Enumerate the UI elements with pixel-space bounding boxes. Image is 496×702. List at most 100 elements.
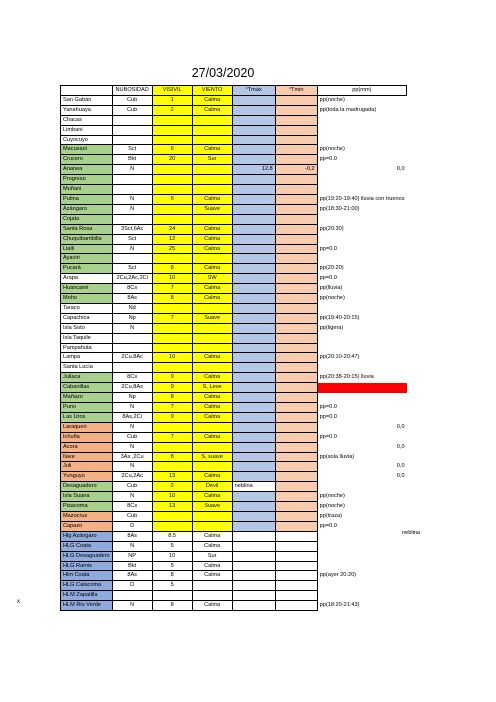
table-row: Juliaca 8Cs 9 Calma pp(20:38-20:15) lluvia <box>60 372 407 384</box>
cell-tmax <box>231 193 276 205</box>
column-header: °Tmin <box>274 85 318 96</box>
cell-station: Pucará <box>60 263 113 275</box>
cell-station: HLG Coata <box>60 540 113 552</box>
cell-wind <box>191 461 233 473</box>
cell-wind <box>191 342 233 354</box>
cell-pp: pp(19:40-20:15) <box>319 314 360 321</box>
cell-station: Capazo <box>60 520 113 532</box>
cell-tmax <box>231 332 276 344</box>
cell-pp <box>317 531 406 541</box>
cell-vis <box>151 134 193 146</box>
cell-pp: pp(traza) <box>319 512 343 519</box>
cell-vis: 5 <box>151 580 193 592</box>
cell-tmin <box>274 233 318 245</box>
cell-wind: Calma <box>191 243 233 255</box>
cell-vis: 8 <box>151 293 193 304</box>
table-row: HLG Ramis Bkt 5 Calma <box>60 560 407 572</box>
cell-wind: Calma <box>191 491 233 503</box>
cell-pp <box>317 185 406 195</box>
table-row: Capachica Np 7 Suave pp(19:40-20:15) <box>60 312 407 324</box>
cell-nub: N <box>111 164 153 176</box>
cell-station: Chuquibambilla <box>60 233 113 245</box>
cell-station: HLM Zapatilla <box>60 590 113 602</box>
cell-nub: Sct <box>111 144 153 156</box>
cell-wind: Calma <box>191 263 233 275</box>
cell-wind <box>191 302 233 314</box>
table-row: HLG Desaguadero NP 10 Sur <box>60 550 407 562</box>
table-row: Juli N 0,0 <box>60 461 407 473</box>
cell-tmin <box>274 560 318 572</box>
table-row: HLM Zapatilla <box>60 590 407 602</box>
cell-nub: D <box>111 580 153 592</box>
cell-vis: 9 <box>151 411 193 423</box>
cell-tmax <box>231 392 276 403</box>
cell-station: Cojata <box>60 213 113 225</box>
table-row: Moho 8As 8 Calma pp(noche) <box>60 293 407 304</box>
cell-wind <box>191 421 233 433</box>
cell-station: Lampa <box>60 352 113 364</box>
table-row: Putina N 6 Calma pp(19:20-19:40) lluvia con … <box>60 193 407 205</box>
cell-wind <box>191 124 233 136</box>
cell-pp: pp(20:20) <box>319 265 344 272</box>
cell-tmax <box>231 154 276 166</box>
column-header: °Tmáx <box>231 85 276 96</box>
cell-tmin <box>274 431 318 443</box>
table-row: Cabanillas 2Cu,8As 9 S, Leve <box>60 382 407 394</box>
cell-tmax <box>231 174 276 186</box>
cell-nub <box>111 134 153 146</box>
cell-pp: pp(noche) <box>319 503 345 510</box>
table-row: Lampa 2Cu,8Ac 10 Calma pp(20:10-20:47) <box>60 352 407 364</box>
cell-nub: 2Cu,8Ac <box>111 352 153 364</box>
cell-wind: S, Leve <box>191 382 233 394</box>
cell-wind: Calma <box>191 570 233 582</box>
cell-tmax <box>231 471 276 483</box>
cell-wind: Calma <box>191 431 233 443</box>
cell-nub <box>111 213 153 225</box>
cell-wind: Suave <box>191 203 233 215</box>
cell-nub: 8As <box>111 570 153 582</box>
cell-tmin <box>274 501 318 512</box>
cell-tmin <box>274 411 318 423</box>
cell-tmax <box>231 322 276 334</box>
cell-station: Macusani <box>60 144 113 156</box>
table-row: Chacas <box>60 114 407 126</box>
cell-station: San Gabán <box>60 94 113 106</box>
cell-tmin <box>274 253 318 265</box>
cell-tmin <box>274 263 318 275</box>
cell-pp: 0,0 <box>396 473 405 480</box>
cell-vis: 8 <box>151 392 193 403</box>
cell-pp <box>317 541 406 551</box>
cell-wind: Suave <box>191 501 233 512</box>
cell-wind: Calma <box>191 540 233 552</box>
cell-tmin <box>274 243 318 255</box>
cell-tmin <box>274 580 318 592</box>
cell-station: Ananea <box>60 164 113 176</box>
cell-vis: 8.5 <box>151 530 193 542</box>
cell-wind: Calma <box>191 193 233 205</box>
cell-nub <box>111 184 153 195</box>
cell-tmin: -0,2 <box>274 164 318 176</box>
table-row: Cuyocuyo <box>60 134 407 146</box>
cell-wind: Calma <box>191 530 233 542</box>
cell-pp <box>317 581 406 591</box>
cell-tmax <box>231 550 276 562</box>
cell-tmax <box>231 203 276 215</box>
cell-wind <box>191 580 233 592</box>
table-row: Ácora N 0,0 <box>60 441 407 453</box>
cell-pp: pp(sola lluvia) <box>319 453 355 460</box>
table-row: Cojata <box>60 213 407 225</box>
cell-vis <box>151 213 193 225</box>
weather-report-table: NUBOSIDAD VISIVIL VIENTO °Tmáx °Tmin pp(mm) Sa… <box>60 85 408 612</box>
cell-pp: pp(noche) <box>319 493 345 500</box>
table-row: Chuquibambilla Sct 12 Calma <box>60 233 407 245</box>
cell-vis: 24 <box>151 223 193 235</box>
cell-tmin <box>274 134 318 146</box>
cell-vis: 8 <box>151 451 193 463</box>
column-header <box>60 85 113 96</box>
cell-wind: Calma <box>191 104 233 116</box>
cell-tmax <box>231 570 276 582</box>
table-row: Pampahuta <box>60 342 407 354</box>
cell-station: Chacas <box>60 114 113 126</box>
cell-vis: 6 <box>151 193 193 205</box>
cell-pp: 0,0 <box>396 166 405 173</box>
